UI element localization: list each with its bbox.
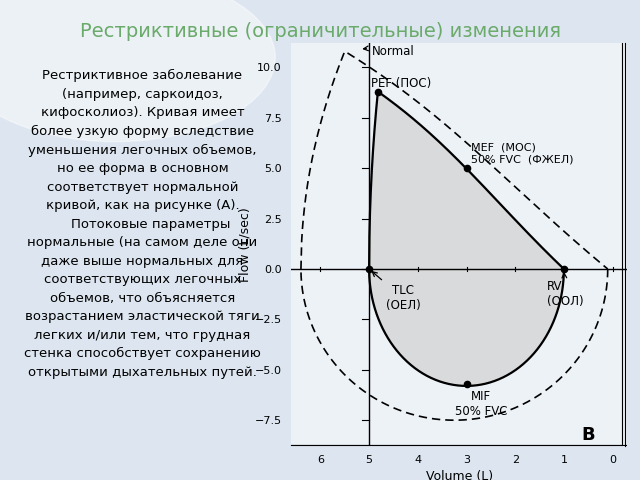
Text: PEF (ПОС): PEF (ПОС) [371, 77, 431, 90]
Polygon shape [369, 92, 564, 386]
Text: TLC
(ОЕЛ): TLC (ОЕЛ) [372, 272, 420, 312]
Text: MIF
50% FVC: MIF 50% FVC [455, 390, 508, 418]
Ellipse shape [0, 0, 275, 142]
Text: MEF  (МОС)
50% FVC  (ФЖЕЛ): MEF (МОС) 50% FVC (ФЖЕЛ) [472, 143, 574, 164]
X-axis label: Volume (L): Volume (L) [426, 470, 493, 480]
Text: B: B [581, 426, 595, 444]
Text: Рестриктивное заболевание
(например, саркоидоз,
кифосколиоз). Кривая имеет
более: Рестриктивное заболевание (например, сар… [24, 69, 261, 379]
Y-axis label: Flow (L/sec): Flow (L/sec) [239, 207, 252, 282]
Text: Normal: Normal [364, 45, 415, 58]
Text: RV
(ООЛ): RV (ООЛ) [547, 273, 584, 308]
Text: Рестриктивные (ограничительные) изменения: Рестриктивные (ограничительные) изменени… [79, 22, 561, 41]
